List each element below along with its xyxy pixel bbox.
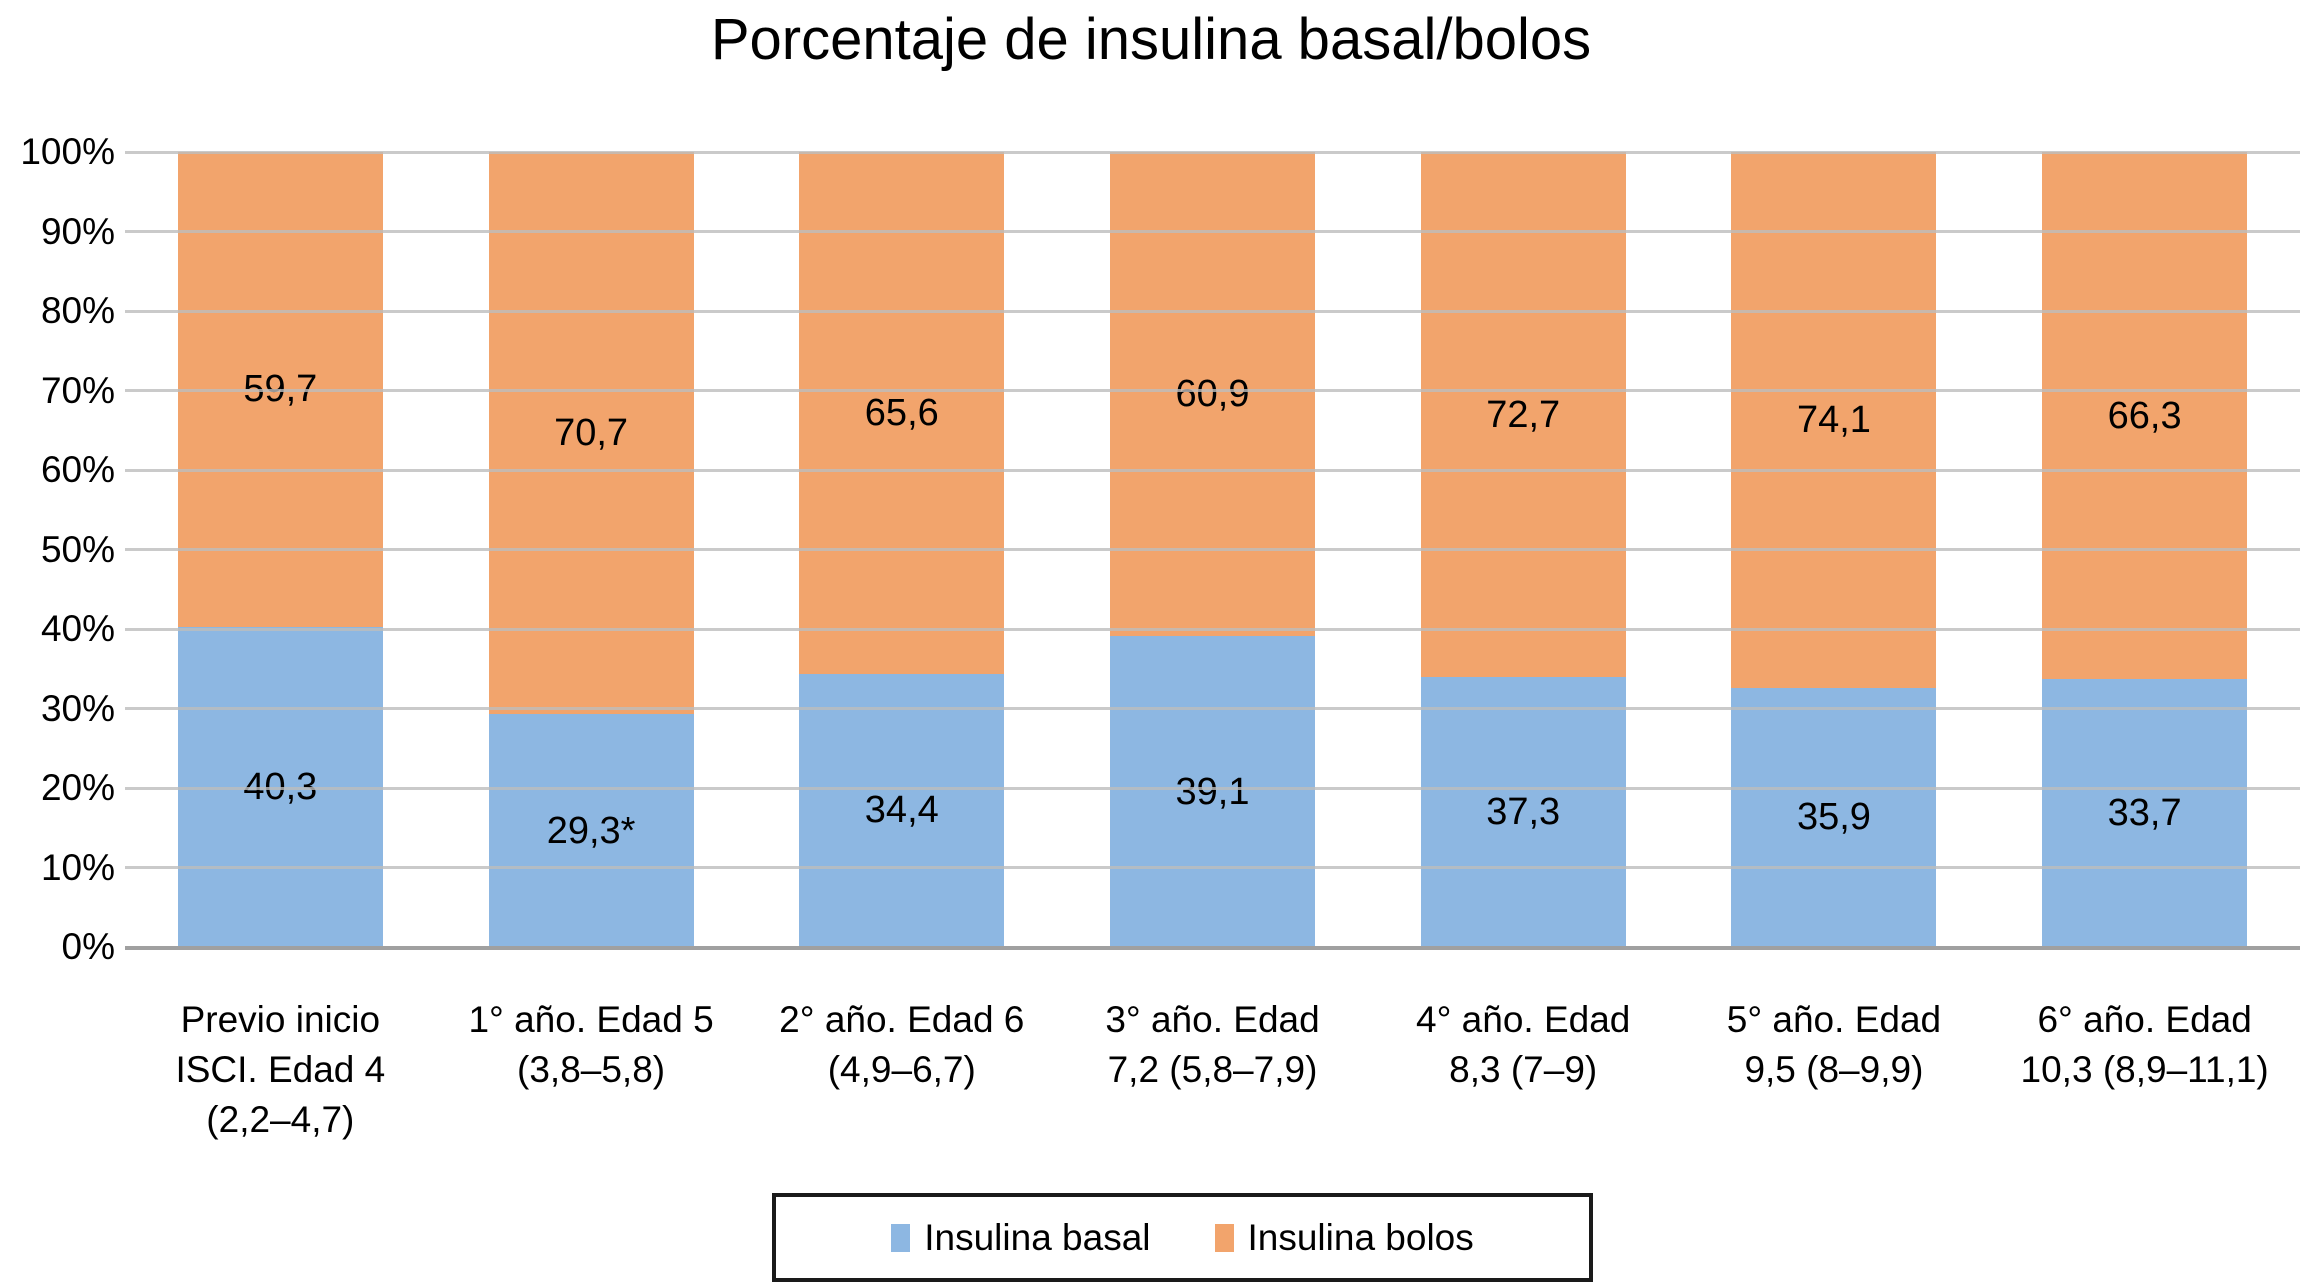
x-axis-label-line: 4° año. Edad [1416,999,1631,1040]
basal-data-label: 35,9 [1796,796,1871,839]
x-axis-label-line: 2° año. Edad 6 [779,999,1025,1040]
gridline [125,309,2300,313]
basal-data-label: 39,1 [1175,770,1250,813]
x-axis-label-line: 3° año. Edad [1105,999,1320,1040]
x-axis-label-line: (3,8–5,8) [517,1049,666,1090]
bar-2: 70,7 29,3* [488,152,694,947]
legend-label-bolos: Insulina bolos [1247,1216,1474,1258]
x-axis-label-line: 1° año. Edad 5 [468,999,714,1040]
bolos-segment: 72,7 [1420,152,1626,678]
legend-swatch-bolos-icon [1214,1223,1234,1252]
y-axis-tick-label: 40% [40,608,115,649]
x-axis-label-line: 7,2 (5,8–7,9) [1107,1049,1318,1090]
y-axis-tick-label: 0% [61,926,115,967]
basal-data-label: 29,3* [546,809,636,852]
x-axis-label-line: 9,5 (8–9,9) [1744,1049,1924,1090]
basal-segment: 33,7 [2042,679,2248,947]
bolos-segment: 66,3 [2042,152,2248,680]
legend-item-insulina-basal: Insulina basal [891,1216,1151,1259]
y-axis-tick-label: 20% [40,767,115,808]
y-axis-tick-label: 80% [40,290,115,331]
x-axis-category-label: 6° año. Edad 10,3 (8,9–11,1) [2021,995,2269,1095]
y-axis-tick-label: 50% [40,528,115,570]
gridline [125,230,2300,233]
x-axis-category-label: 3° año. Edad 7,2 (5,8–7,9) [1105,995,1319,1095]
basal-segment: 34,4 [799,673,1005,947]
bolos-data-label: 66,3 [2107,394,2182,437]
bolos-segment: 70,7 [488,152,694,715]
bolos-segment: 74,1 [1731,152,1937,688]
gridline [125,627,2300,631]
x-axis-category-label: 1° año. Edad 5 (3,8–5,8) [468,995,713,1095]
bolos-data-label: 74,1 [1796,398,1871,441]
gridline [125,389,2300,392]
y-axis-tick-label: 70% [40,369,115,411]
chart-title: Porcentaje de insulina basal/bolos [710,7,1592,72]
basal-data-label: 34,4 [864,789,939,832]
x-axis-label-line: 6° año. Edad [2037,999,2252,1040]
x-axis-label-line: 8,3 (7–9) [1449,1049,1598,1090]
legend-swatch-basal-icon [891,1223,911,1252]
bolos-data-label: 70,7 [554,412,629,455]
y-axis-tick-label: 100% [20,131,115,172]
x-axis-label-line: Previo inicio [180,999,381,1040]
basal-segment: 39,1 [1110,636,1315,947]
x-axis-label-line: ISCI. Edad 4 [175,1049,386,1090]
basal-data-label: 37,3 [1486,791,1561,834]
gridline [125,468,2300,472]
y-axis-tick-label: 10% [40,846,115,888]
x-axis-baseline [125,945,2300,950]
x-axis-category-label: 2° año. Edad 6 (4,9–6,7) [779,995,1024,1095]
bolos-data-label: 65,6 [864,391,939,434]
bar-3: 65,6 34,4 [799,152,1005,947]
gridline [125,707,2300,710]
x-axis-label-line: (4,9–6,7) [827,1049,976,1090]
y-axis-tick-label: 90% [40,210,115,252]
basal-segment: 29,3* [488,714,694,947]
plot-area: 59,7 40,3 70,7 29,3* 65,6 34,4 60,9 39,1 72,7 37,… [125,150,2300,950]
gridline [125,150,2300,154]
bar-5: 72,7 37,3 [1420,152,1626,947]
y-axis: 0% 10% 20% 30% 40% 50% 60% 70% 80% 90% 100% [0,0,115,1000]
basal-segment: 37,3 [1420,677,1626,947]
bolos-segment: 65,6 [799,152,1005,674]
gridline [125,866,2300,869]
x-axis-label-line: (2,2–4,7) [206,1099,355,1140]
legend-item-insulina-bolos: Insulina bolos [1214,1216,1474,1259]
gridline [125,786,2300,790]
y-axis-tick-label: 30% [40,687,115,729]
gridline [125,548,2300,551]
bolos-segment: 60,9 [1110,152,1315,637]
x-axis-label-line: 5° año. Edad [1726,999,1942,1040]
legend-label-basal: Insulina basal [924,1216,1151,1258]
y-axis-tick-label: 60% [40,449,115,490]
bolos-data-label: 60,9 [1175,373,1250,416]
x-axis-label-line: 10,3 (8,9–11,1) [2020,1049,2269,1090]
basal-segment: 35,9 [1731,687,1937,947]
x-axis-category-label: 5° año. Edad 9,5 (8–9,9) [1727,995,1941,1095]
bolos-data-label: 72,7 [1486,393,1561,436]
legend: Insulina basal Insulina bolos [772,1193,1593,1282]
basal-data-label: 33,7 [2107,792,2182,835]
x-axis-category-label: 4° año. Edad 8,3 (7–9) [1416,995,1630,1095]
x-axis-category-label: Previo inicio ISCI. Edad 4 (2,2–4,7) [175,995,385,1145]
bar-7: 66,3 33,7 [2042,152,2248,947]
bar-6: 74,1 35,9 [1731,152,1937,947]
